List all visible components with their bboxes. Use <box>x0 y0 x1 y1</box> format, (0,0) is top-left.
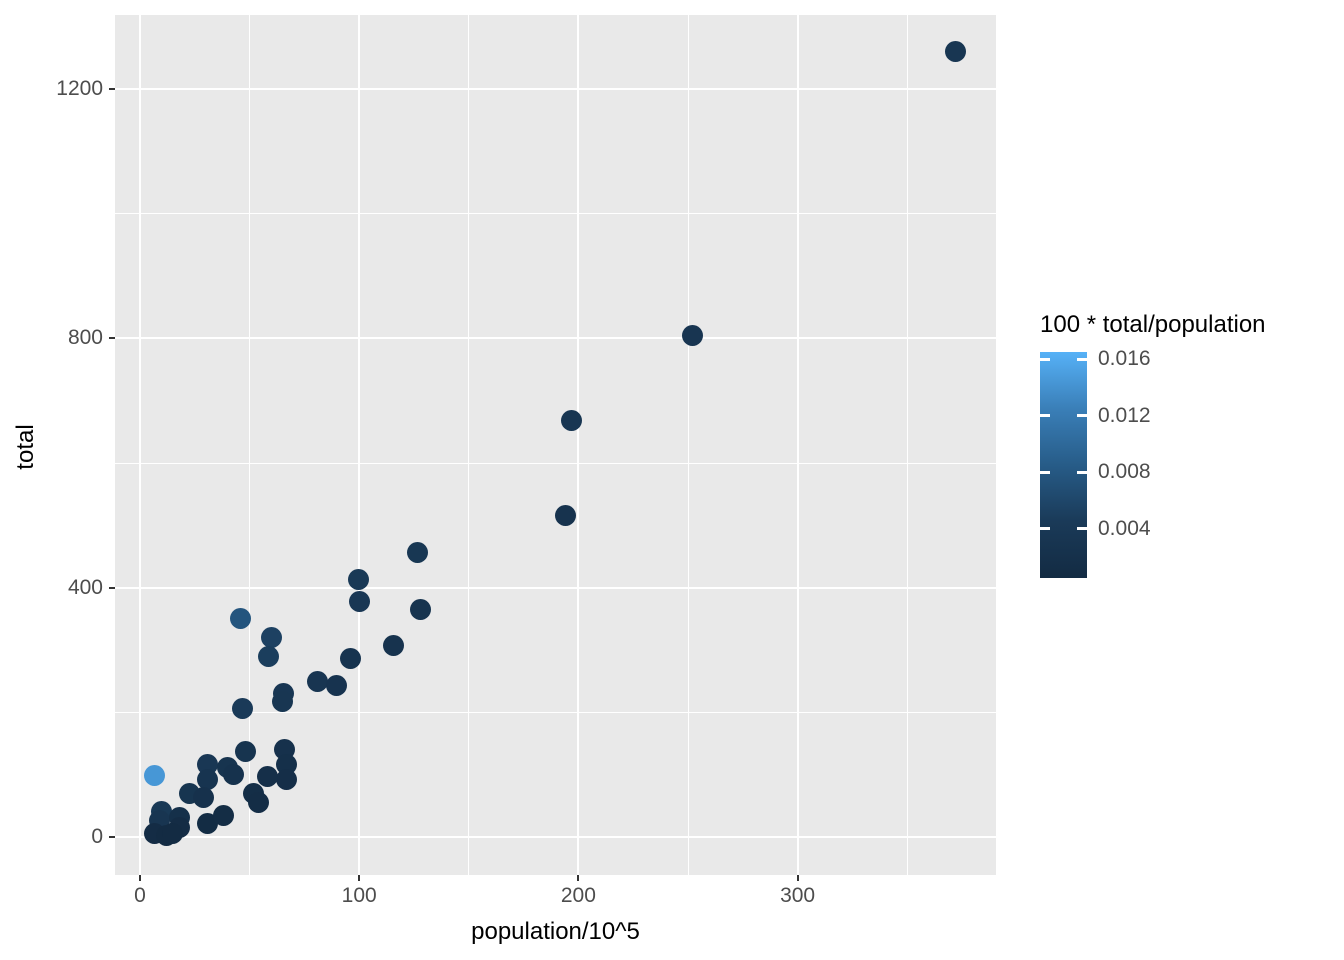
data-point <box>307 671 329 693</box>
y-gridline-minor <box>115 711 996 713</box>
y-gridline-major <box>115 586 996 589</box>
x-gridline-minor <box>906 15 908 875</box>
y-gridline-major <box>115 337 996 340</box>
data-point <box>162 823 184 845</box>
data-point <box>193 786 215 808</box>
data-point <box>196 769 218 791</box>
data-point <box>231 698 253 720</box>
legend-colorbar-tick <box>1077 414 1087 418</box>
data-point <box>144 765 166 787</box>
x-tick-mark <box>577 875 580 881</box>
plot-panel <box>115 15 996 875</box>
x-tick-mark <box>139 875 141 881</box>
x-tick-label: 200 <box>560 884 596 907</box>
data-point <box>561 410 583 432</box>
data-point <box>339 648 361 670</box>
legend-colorbar-tick <box>1077 470 1087 474</box>
legend-tick-label: 0.008 <box>1098 460 1151 484</box>
data-point <box>247 791 269 813</box>
y-tick-mark <box>109 88 115 91</box>
y-tick-mark <box>109 586 115 589</box>
legend-colorbar-tick <box>1040 414 1050 418</box>
data-point <box>261 627 283 649</box>
x-gridline-major <box>577 15 580 875</box>
data-point <box>257 646 279 668</box>
legend-colorbar-tick <box>1077 527 1087 531</box>
legend-title: 100 * total/population <box>1040 311 1266 338</box>
y-tick-mark <box>109 337 115 340</box>
x-tick-label: 100 <box>341 884 377 907</box>
data-point <box>406 542 428 564</box>
x-gridline-minor <box>687 15 689 875</box>
data-point <box>234 741 256 763</box>
legend-colorbar-tick <box>1040 357 1050 361</box>
data-point <box>276 769 298 791</box>
y-tick-label: 0 <box>91 825 103 848</box>
data-point <box>222 764 244 786</box>
y-tick-label: 1200 <box>56 77 103 101</box>
data-point <box>196 812 218 834</box>
legend-colorbar-tick <box>1040 470 1050 474</box>
data-point <box>271 691 293 713</box>
x-gridline-minor <box>249 15 251 875</box>
y-gridline-major <box>115 88 996 91</box>
data-point <box>554 504 576 526</box>
data-point <box>347 569 369 591</box>
x-tick-label: 0 <box>134 884 146 907</box>
data-point <box>382 634 404 656</box>
legend-tick-label: 0.004 <box>1098 516 1151 540</box>
y-tick-mark <box>109 836 115 838</box>
x-gridline-major <box>796 15 799 875</box>
legend-tick-label: 0.012 <box>1098 403 1151 427</box>
legend-tick-label: 0.016 <box>1098 347 1151 371</box>
legend-colorbar-tick <box>1040 527 1050 531</box>
x-tick-mark <box>358 875 361 881</box>
y-gridline-minor <box>115 462 996 464</box>
legend-colorbar-tick <box>1077 357 1087 361</box>
data-point <box>325 675 347 697</box>
x-gridline-major <box>358 15 361 875</box>
x-gridline-minor <box>468 15 470 875</box>
data-point <box>256 766 278 788</box>
data-point <box>348 590 370 612</box>
y-axis-title: total <box>12 424 39 470</box>
y-gridline-minor <box>115 213 996 215</box>
data-point <box>681 324 703 346</box>
data-point <box>212 804 234 826</box>
data-point <box>944 41 966 63</box>
y-gridline-major <box>115 836 996 838</box>
x-tick-label: 300 <box>780 884 816 907</box>
y-tick-label: 400 <box>67 575 103 599</box>
data-point <box>230 607 252 629</box>
y-tick-label: 800 <box>67 326 103 350</box>
x-axis-title: population/10^5 <box>471 918 640 945</box>
legend-colorbar <box>1040 352 1087 578</box>
x-gridline-major <box>139 15 141 875</box>
data-point <box>410 599 432 620</box>
x-tick-mark <box>796 875 799 881</box>
